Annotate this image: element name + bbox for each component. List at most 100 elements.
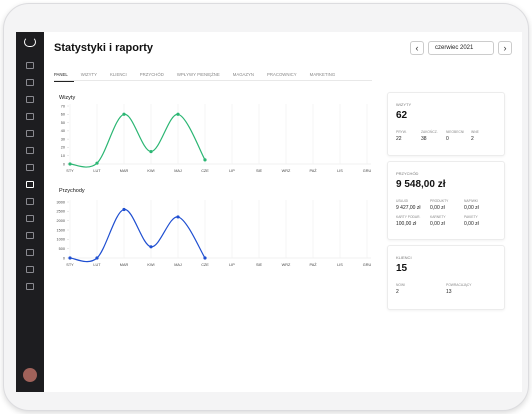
tablet-frame: Statystyki i raporty ‹ czerwiec 2021 › P… (3, 3, 529, 411)
point (149, 149, 153, 154)
point (68, 162, 72, 166)
charts: Wizyty 0 10 20 30 40 50 60 70 STY LUT MAR KWI MAJ CZE L… (57, 95, 372, 267)
item-value: 2 (396, 289, 399, 295)
item-value: 0,00 zł (464, 205, 479, 211)
point (95, 161, 99, 165)
x-tick-label: LUT (93, 169, 101, 173)
x-tick-label: KWI (147, 263, 154, 267)
card-value: 15 (396, 263, 408, 274)
x-tick-label: MAR (120, 169, 129, 173)
x-tick-label: STY (66, 169, 74, 173)
item-label: PAKIETY (464, 215, 478, 219)
x-tick-label: LUT (93, 263, 101, 267)
nav-icon[interactable] (26, 79, 34, 86)
y-tick-label: 60 (61, 113, 65, 117)
nav-icon[interactable] (26, 130, 34, 137)
item-value: 2 (471, 136, 474, 142)
item-value: 0,00 zł (430, 221, 445, 227)
point (176, 215, 180, 219)
x-tick-label: GRU (363, 169, 372, 173)
tab[interactable]: PANEL (54, 72, 74, 82)
y-tick-label: 2000 (57, 219, 65, 223)
card-label: WIZYTY (396, 102, 412, 107)
x-tick-label: STY (66, 263, 74, 267)
item-value: 0 (446, 136, 449, 142)
point (203, 158, 207, 162)
avatar[interactable] (23, 368, 37, 382)
x-tick-label: CZE (201, 169, 209, 173)
nav-icon[interactable] (26, 164, 34, 171)
content: Statystyki i raporty ‹ czerwiec 2021 › P… (44, 32, 522, 392)
card-label: PRZYCHÓD (396, 171, 419, 176)
item-label: INNE (471, 130, 479, 134)
point (68, 256, 72, 260)
point (122, 112, 126, 116)
card-item: USŁUGI 9 427,00 zł (396, 199, 420, 211)
nav-icon[interactable] (26, 147, 34, 154)
x-tick-label: MAJ (174, 169, 182, 173)
line (69, 208, 206, 263)
prev-button[interactable]: ‹ (410, 41, 424, 55)
card-item: NOWI 2 (396, 283, 405, 295)
item-value: 0,00 zł (464, 221, 479, 227)
tab[interactable]: MARKETING (309, 72, 336, 77)
x-tick-label: GRU (363, 263, 372, 267)
y-tick-label: 1000 (57, 238, 65, 242)
point (95, 256, 99, 260)
x-tick-label: PAŹ (309, 262, 317, 267)
item-label: NIEOBECNI (446, 130, 465, 134)
item-label: POWRACAJĄCY (446, 283, 472, 287)
x-tick-label: WRZ (282, 263, 291, 267)
y-tick-label: 1500 (57, 228, 65, 232)
x-tick-label: WRZ (282, 169, 291, 173)
tab[interactable]: PRACOWNICY (267, 72, 297, 77)
tab[interactable]: PRZYCHÓD (139, 72, 164, 77)
nav-icon[interactable] (26, 96, 34, 103)
item-label: PRODUKTY (430, 199, 449, 203)
stat-card: PRZYCHÓD 9 548,00 zł USŁUGI 9 427,00 zł PROD… (387, 161, 505, 240)
logo (24, 37, 36, 47)
card-item: NAPIWKI 0,00 zł (464, 199, 479, 211)
y-tick-label: 20 (61, 146, 65, 150)
nav-icon-active[interactable] (26, 181, 34, 188)
sidebar (16, 32, 44, 392)
item-label: NAPIWKI (464, 199, 478, 203)
tabs: PANEL WIZYTY KLIENCI PRZYCHÓD WPŁYWY PIENIĘŻ… (54, 72, 348, 82)
stat-card: WIZYTY 62 PRYW. 22 ZAKOŃCZ. 38 NIEOBECNI 0 INNE 2 (387, 92, 505, 156)
item-value: 0,00 zł (430, 205, 445, 211)
x-tick-label: KWI (147, 169, 154, 173)
point (203, 256, 207, 260)
item-label: NOWI (396, 283, 405, 287)
card-item: KARNETY 0,00 zł (430, 215, 446, 227)
x-tick-label: SIE (256, 169, 263, 173)
y-tick-label: 0 (63, 256, 65, 260)
x-tick-label: LIS (337, 169, 343, 173)
item-label: PRYW. (396, 130, 407, 134)
nav-icon[interactable] (26, 198, 34, 205)
nav-icon[interactable] (26, 283, 34, 290)
item-label: KARTY PODAR. (396, 215, 421, 219)
point (176, 112, 180, 116)
tab[interactable]: WPŁYWY PIENIĘŻNE (176, 72, 220, 77)
point (122, 207, 126, 212)
item-value: 38 (421, 136, 427, 142)
y-tick-label: 70 (61, 104, 65, 108)
y-tick-label: 2500 (57, 210, 65, 214)
item-label: USŁUGI (396, 199, 409, 203)
item-value: 13 (446, 289, 452, 295)
tab[interactable]: KLIENCI (110, 72, 127, 77)
month-select[interactable]: czerwiec 2021 (428, 41, 494, 55)
nav-icon[interactable] (26, 266, 34, 273)
page-title: Statystyki i raporty (54, 42, 154, 54)
card-item: NIEOBECNI 0 (446, 130, 464, 142)
nav-icon[interactable] (26, 232, 34, 239)
nav-icon[interactable] (26, 249, 34, 256)
tab[interactable]: MAGAZYN (232, 72, 255, 77)
next-button[interactable]: › (498, 41, 512, 55)
tab[interactable]: WIZYTY (80, 72, 98, 77)
nav-icon[interactable] (26, 215, 34, 222)
x-tick-label: SIE (256, 263, 263, 267)
nav-icon[interactable] (26, 113, 34, 120)
nav-icon[interactable] (26, 62, 34, 69)
x-tick-label: LIP (229, 169, 235, 173)
